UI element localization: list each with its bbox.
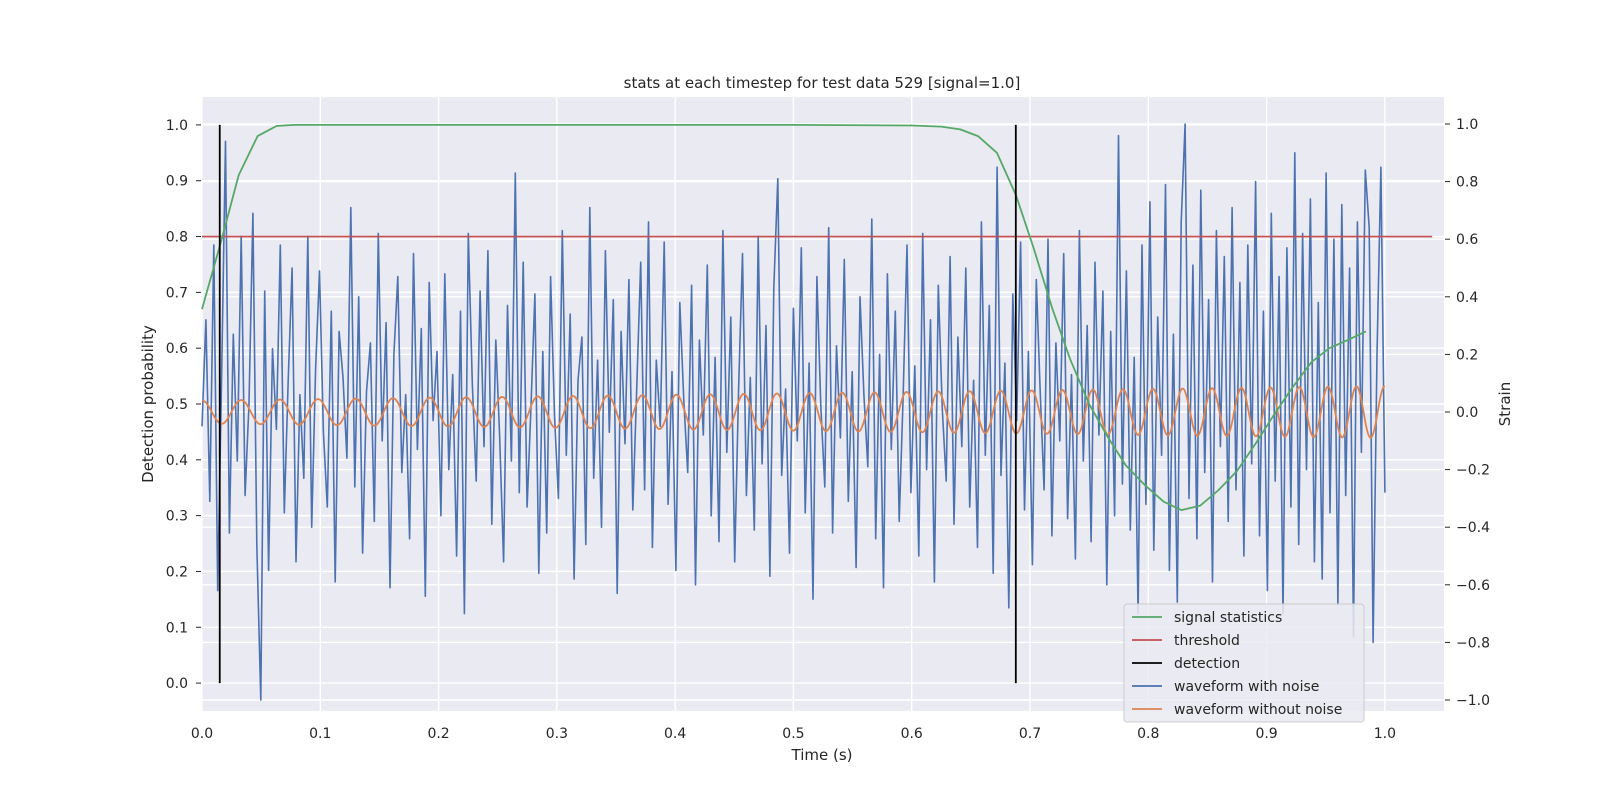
- x-tick-label: 1.0: [1374, 726, 1396, 742]
- y-tick-label-right: −0.4: [1456, 520, 1490, 536]
- y-tick-label-right: 0.0: [1456, 405, 1478, 421]
- y-tick-label-left: 0.3: [166, 509, 188, 525]
- y-tick-label-right: −1.0: [1456, 693, 1490, 709]
- legend-box: [1123, 603, 1365, 723]
- y-axis-label-right: Strain: [1496, 382, 1514, 426]
- x-tick-label: 0.4: [664, 726, 686, 742]
- y-tick-label-left: 0.7: [166, 285, 188, 301]
- x-tick-label: 0.5: [782, 726, 804, 742]
- y-tick-label-left: 1.0: [166, 118, 188, 134]
- x-tick-label: 0.6: [901, 726, 923, 742]
- y-tick-label-left: 0.0: [166, 676, 188, 692]
- series-layer: [201, 123, 1433, 701]
- y-tick-label-right: 1.0: [1456, 117, 1478, 133]
- signal-statistics-line: [201, 124, 1367, 511]
- x-tick-label: 0.9: [1255, 726, 1277, 742]
- chart-title: stats at each timestep for test data 529…: [624, 74, 1021, 92]
- legend-label: detection: [1174, 656, 1240, 672]
- waveform-with-noise-line: [201, 123, 1386, 701]
- legend-label: waveform without noise: [1174, 702, 1342, 718]
- y-tick-label-right: −0.8: [1456, 635, 1490, 651]
- legend: signal statistics threshold detection wavef…: [1123, 603, 1365, 723]
- y-tick-label-left: 0.9: [166, 174, 188, 190]
- y-tick-label-left: 0.5: [166, 397, 188, 413]
- y-tick-label-right: 0.6: [1456, 232, 1478, 248]
- y-tick-label-left: 0.2: [166, 564, 188, 580]
- x-tick-label: 0.7: [1019, 726, 1041, 742]
- legend-label: threshold: [1174, 633, 1240, 649]
- y-tick-label-left: 0.8: [166, 230, 188, 246]
- y-tick-label-left: 0.1: [166, 620, 188, 636]
- y-tick-label-right: 0.8: [1456, 175, 1478, 191]
- x-tick-label: 0.8: [1137, 726, 1159, 742]
- y-tick-label-right: 0.4: [1456, 290, 1478, 306]
- x-tick-label: 0.2: [427, 726, 449, 742]
- x-axis-label: Time (s): [791, 746, 853, 764]
- y-tick-label-right: 0.2: [1456, 347, 1478, 363]
- legend-label: signal statistics: [1174, 610, 1282, 626]
- y-axis-label-left: Detection probability: [139, 325, 157, 483]
- legend-label: waveform with noise: [1174, 679, 1319, 695]
- x-tick-label: 0.1: [309, 726, 331, 742]
- y-tick-label-right: −0.6: [1456, 578, 1490, 594]
- x-tick-label: 0.3: [546, 726, 568, 742]
- waveform-without-noise-line: [201, 385, 1386, 439]
- y-tick-label-left: 0.4: [166, 453, 188, 469]
- ticks-layer: 0.0 0.1 0.2 0.3 0.4 0.5 0.6 0.7 0.8 0.9 1.0 0.0 0.1 0…: [166, 117, 1490, 742]
- y-tick-label-right: −0.2: [1456, 463, 1490, 479]
- x-tick-label: 0.0: [191, 726, 213, 742]
- y-tick-label-left: 0.6: [166, 341, 188, 357]
